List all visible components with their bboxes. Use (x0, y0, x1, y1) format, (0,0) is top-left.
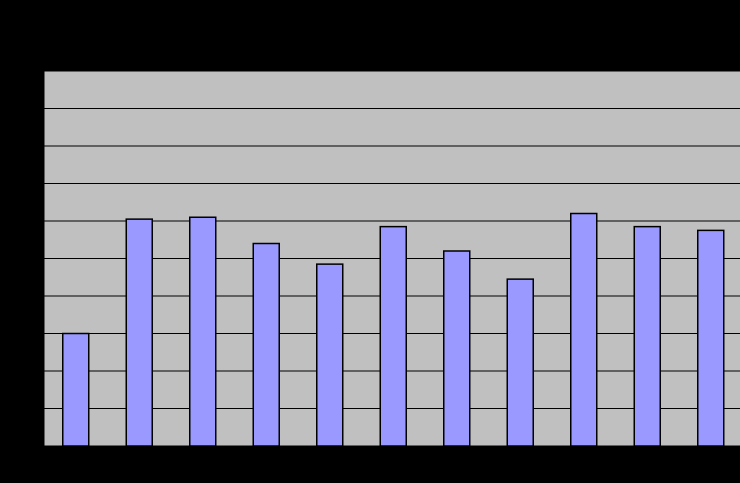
bar (633, 225, 661, 447)
bar (316, 263, 344, 447)
bar (62, 332, 90, 447)
bar (570, 212, 598, 447)
bar (506, 278, 534, 447)
bar (189, 216, 217, 447)
bar (379, 225, 407, 447)
bar (252, 242, 280, 447)
bar (125, 218, 153, 447)
bar (443, 250, 471, 447)
bar (697, 229, 725, 447)
